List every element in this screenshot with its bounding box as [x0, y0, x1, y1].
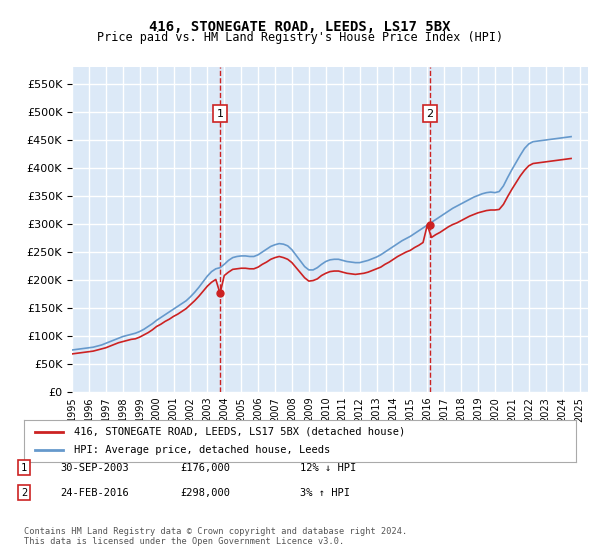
Text: Price paid vs. HM Land Registry's House Price Index (HPI): Price paid vs. HM Land Registry's House … [97, 31, 503, 44]
Text: 24-FEB-2016: 24-FEB-2016 [60, 488, 129, 498]
Text: 2: 2 [21, 488, 27, 498]
Text: £298,000: £298,000 [180, 488, 230, 498]
Text: 416, STONEGATE ROAD, LEEDS, LS17 5BX (detached house): 416, STONEGATE ROAD, LEEDS, LS17 5BX (de… [74, 427, 405, 437]
Text: 416, STONEGATE ROAD, LEEDS, LS17 5BX: 416, STONEGATE ROAD, LEEDS, LS17 5BX [149, 20, 451, 34]
Text: Contains HM Land Registry data © Crown copyright and database right 2024.
This d: Contains HM Land Registry data © Crown c… [24, 526, 407, 546]
Text: £176,000: £176,000 [180, 463, 230, 473]
Text: 1: 1 [217, 109, 224, 119]
Text: HPI: Average price, detached house, Leeds: HPI: Average price, detached house, Leed… [74, 445, 330, 455]
Text: 3% ↑ HPI: 3% ↑ HPI [300, 488, 350, 498]
Text: 30-SEP-2003: 30-SEP-2003 [60, 463, 129, 473]
Text: 1: 1 [21, 463, 27, 473]
Text: 12% ↓ HPI: 12% ↓ HPI [300, 463, 356, 473]
Text: 2: 2 [426, 109, 433, 119]
